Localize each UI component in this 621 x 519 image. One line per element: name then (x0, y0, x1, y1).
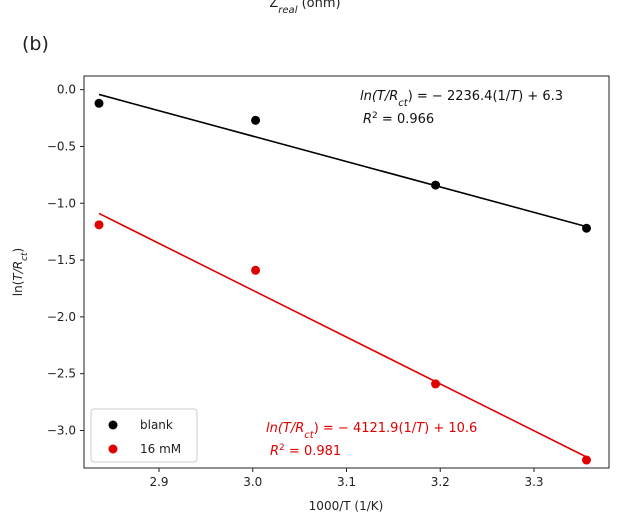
y-tick-label: −2.5 (47, 367, 76, 381)
data-point-blank (94, 98, 104, 108)
data-point-16mm (582, 455, 591, 465)
fit-line-16mm (98, 212, 587, 458)
x-tick-label: 2.9 (149, 475, 168, 489)
top-label-tail: (ohm) (297, 0, 340, 11)
legend-marker-blank (108, 420, 118, 430)
panel-label: (b) (22, 33, 49, 55)
y-axis-title-suffix: ) (11, 248, 25, 253)
y-tick-label: 0.0 (57, 83, 76, 97)
data-points (94, 98, 591, 465)
y-axis-title: ln(T/Rct) (11, 248, 30, 297)
top-partial-label: Zreal (ohm) (269, 0, 340, 16)
top-label-main: Z (269, 0, 278, 11)
legend-label-16mm: 16 mM (140, 442, 181, 456)
x-axis-title: 1000/T (1/K) (309, 499, 384, 513)
y-tick-label: −3.0 (47, 424, 76, 438)
legend-label-blank: blank (140, 418, 173, 432)
y-tick-label: −0.5 (47, 139, 76, 153)
y-tick-label: −1.5 (47, 253, 76, 267)
data-point-16mm (431, 379, 441, 389)
data-point-blank (431, 180, 441, 190)
data-point-16mm (251, 265, 261, 275)
x-axis-ticks: 2.9 3.0 3.1 3.2 3.3 (149, 468, 544, 489)
x-tick-label: 3.3 (524, 475, 543, 489)
legend-box (90, 408, 198, 463)
fit-lines (98, 93, 587, 458)
red-fit-r2: R2 = 0.981 (270, 443, 341, 459)
fit-line-blank (98, 93, 587, 228)
legend: blank 16 mM (90, 408, 198, 463)
data-point-blank (251, 115, 261, 125)
x-tick-label: 3.2 (431, 475, 450, 489)
y-tick-label: −2.0 (47, 310, 76, 324)
y-axis-title-prefix: ln( (11, 281, 25, 297)
top-label-sub: real (278, 5, 297, 16)
legend-marker-16mm (108, 444, 118, 454)
data-point-blank (582, 223, 591, 233)
x-tick-label: 3.1 (337, 475, 356, 489)
y-axis-title-sub: ct (20, 252, 30, 261)
red-fit-equation: ln(T/Rct) = − 4121.9(1/T) + 10.6 (266, 421, 477, 441)
x-tick-label: 3.0 (243, 475, 262, 489)
data-point-16mm (94, 220, 104, 230)
blank-fit-equation: ln(T/Rct) = − 2236.4(1/T) + 6.3 (360, 89, 563, 109)
y-tick-label: −1.0 (47, 196, 76, 210)
blank-fit-r2: R2 = 0.966 (363, 111, 434, 127)
y-axis-title-italic: T/R (11, 261, 25, 281)
y-axis-ticks: 0.0 −0.5 −1.0 −1.5 −2.0 −2.5 −3.0 (47, 83, 84, 438)
